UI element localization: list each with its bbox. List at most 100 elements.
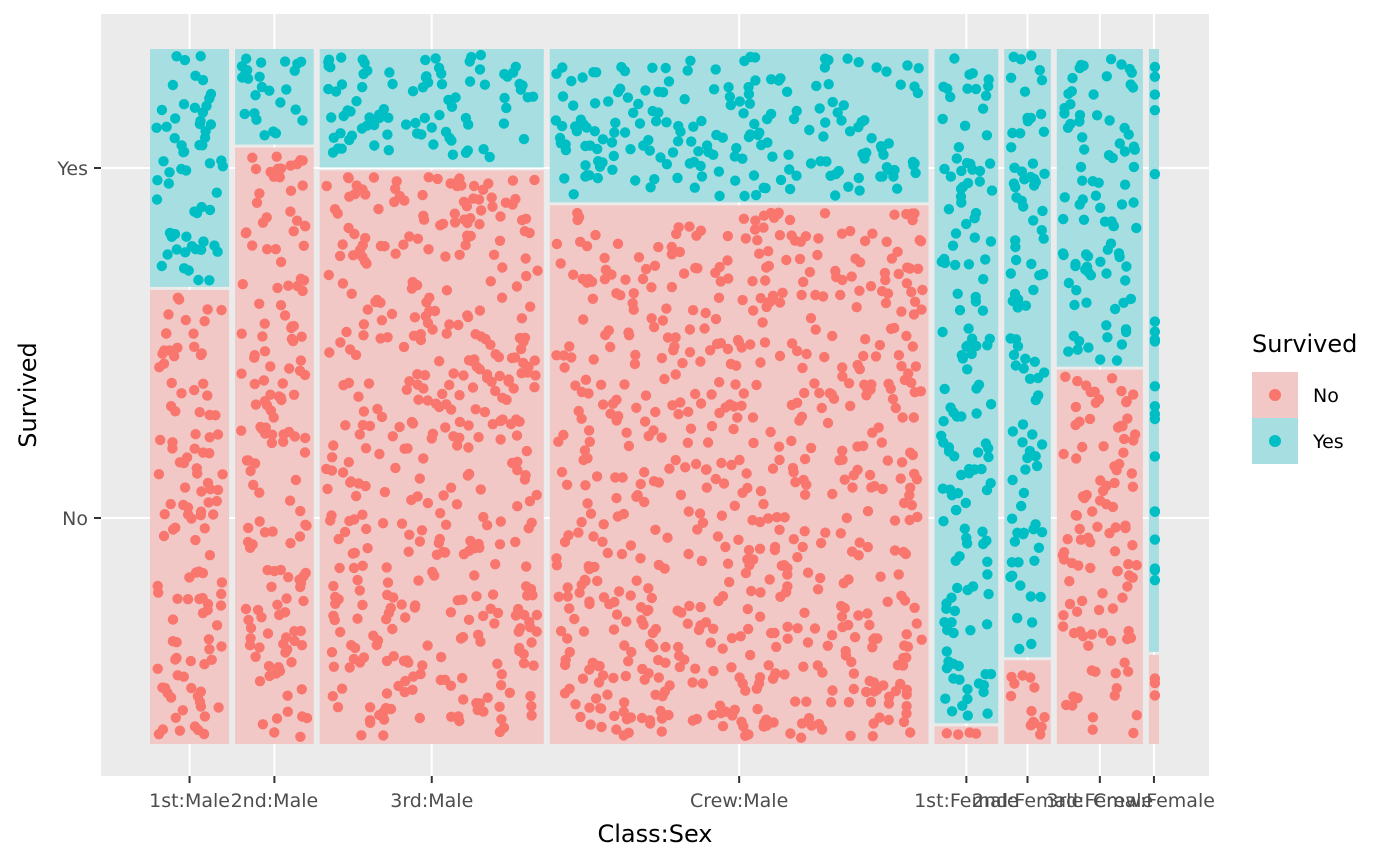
point-no [907, 341, 918, 352]
point-no [1097, 588, 1108, 599]
point-yes [953, 660, 964, 672]
point-no [474, 305, 486, 316]
point-no [204, 448, 215, 459]
point-yes [1121, 261, 1132, 272]
point-no [328, 580, 339, 592]
point-yes [761, 113, 773, 125]
point-no [644, 715, 656, 726]
point-no [595, 379, 607, 390]
point-no [281, 593, 292, 604]
point-yes [1123, 129, 1134, 140]
point-no [795, 732, 807, 743]
point-no [799, 453, 811, 465]
point-yes [1074, 199, 1085, 210]
point-yes [628, 107, 639, 119]
point-no [754, 248, 765, 259]
point-yes [750, 189, 762, 201]
point-yes [358, 68, 369, 80]
point-no [666, 281, 678, 293]
point-no [726, 662, 737, 673]
point-no [492, 658, 503, 669]
point-no [815, 537, 827, 549]
point-no [809, 623, 821, 634]
point-no [858, 440, 869, 452]
point-no [587, 293, 599, 304]
point-yes [251, 114, 262, 125]
point-no [1086, 629, 1098, 640]
point-no [837, 371, 848, 382]
point-yes [977, 305, 989, 316]
point-no [827, 488, 838, 500]
point-yes [616, 61, 627, 73]
point-no [427, 428, 439, 439]
point-no [399, 443, 410, 454]
point-yes [1020, 300, 1032, 311]
point-no [813, 233, 824, 244]
point-yes [686, 136, 697, 147]
point-no [700, 464, 712, 475]
point-no [677, 357, 688, 369]
point-yes [972, 447, 984, 458]
point-no [685, 423, 697, 434]
point-no [243, 614, 254, 626]
point-yes [696, 115, 707, 127]
point-yes [1013, 557, 1024, 568]
point-no [204, 644, 215, 655]
point-yes [1071, 285, 1082, 296]
point-yes [557, 91, 569, 102]
point-no [623, 656, 634, 667]
point-no [195, 510, 206, 521]
point-no [738, 213, 750, 224]
point-yes [731, 142, 742, 154]
point-no [684, 221, 695, 232]
point-no [192, 468, 203, 479]
point-no [580, 480, 591, 491]
point-yes [650, 116, 662, 127]
point-yes [527, 91, 539, 102]
point-no [877, 483, 888, 495]
point-no [186, 513, 197, 524]
point-yes [842, 53, 853, 64]
point-yes [297, 115, 308, 126]
point-yes [1149, 336, 1161, 347]
point-yes [672, 172, 683, 184]
point-no [510, 536, 521, 548]
point-no [889, 545, 901, 556]
point-no [897, 412, 908, 423]
point-yes [1031, 460, 1043, 472]
point-yes [943, 442, 955, 453]
point-yes [589, 126, 600, 137]
point-no [733, 534, 744, 545]
point-no [485, 339, 496, 350]
point-no [471, 591, 482, 602]
point-no [375, 297, 386, 308]
point-no [494, 235, 506, 246]
point-no [520, 213, 532, 224]
point-yes [730, 175, 741, 186]
point-no [797, 541, 808, 553]
x-tick-label: 2nd:Female [972, 790, 1083, 812]
point-yes [941, 603, 952, 614]
point-yes [594, 161, 606, 172]
point-no [848, 668, 860, 679]
point-no [254, 298, 265, 309]
point-yes [433, 62, 445, 74]
point-no [335, 626, 346, 638]
point-no [953, 729, 964, 740]
point-yes [1069, 299, 1080, 311]
point-no [435, 220, 446, 231]
point-yes [250, 90, 261, 101]
point-no [249, 378, 260, 390]
point-no [810, 324, 821, 335]
point-no [1070, 419, 1081, 431]
point-no [167, 443, 178, 454]
point-yes [1017, 437, 1028, 448]
point-yes [760, 183, 771, 194]
point-no [473, 194, 485, 205]
point-no [288, 320, 299, 332]
point-yes [805, 158, 817, 169]
point-yes [416, 129, 427, 140]
point-no [294, 531, 306, 542]
point-yes [1007, 127, 1018, 139]
point-no [381, 688, 393, 699]
